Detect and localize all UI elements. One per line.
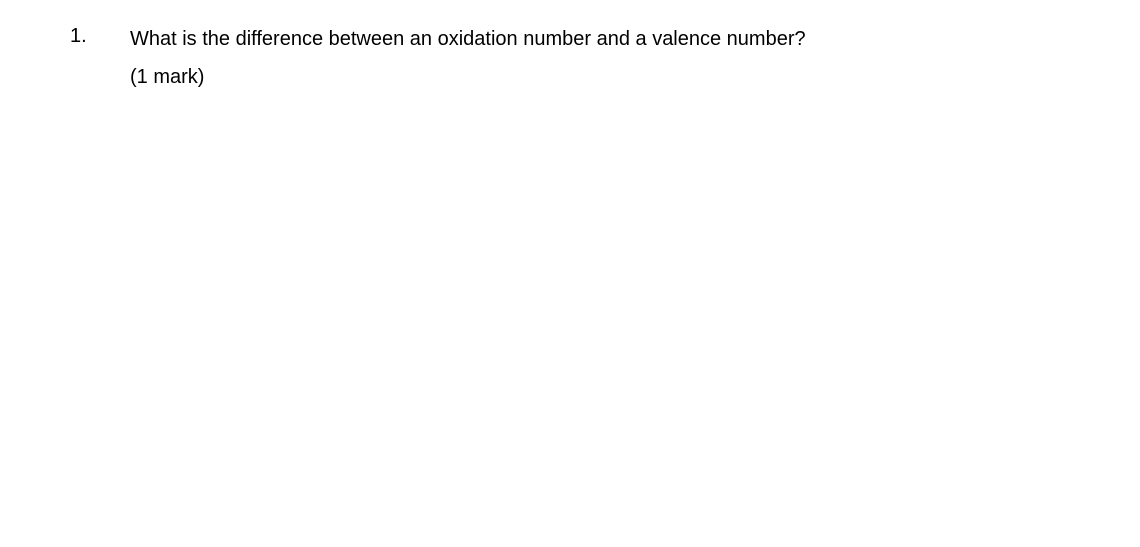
question-item: 1. What is the difference between an oxi… bbox=[70, 20, 1100, 96]
question-body: What is the difference between an oxidat… bbox=[130, 20, 1100, 96]
question-number: 1. bbox=[70, 20, 130, 52]
question-text: What is the difference between an oxidat… bbox=[130, 20, 1100, 58]
question-marks: (1 mark) bbox=[130, 58, 1100, 96]
